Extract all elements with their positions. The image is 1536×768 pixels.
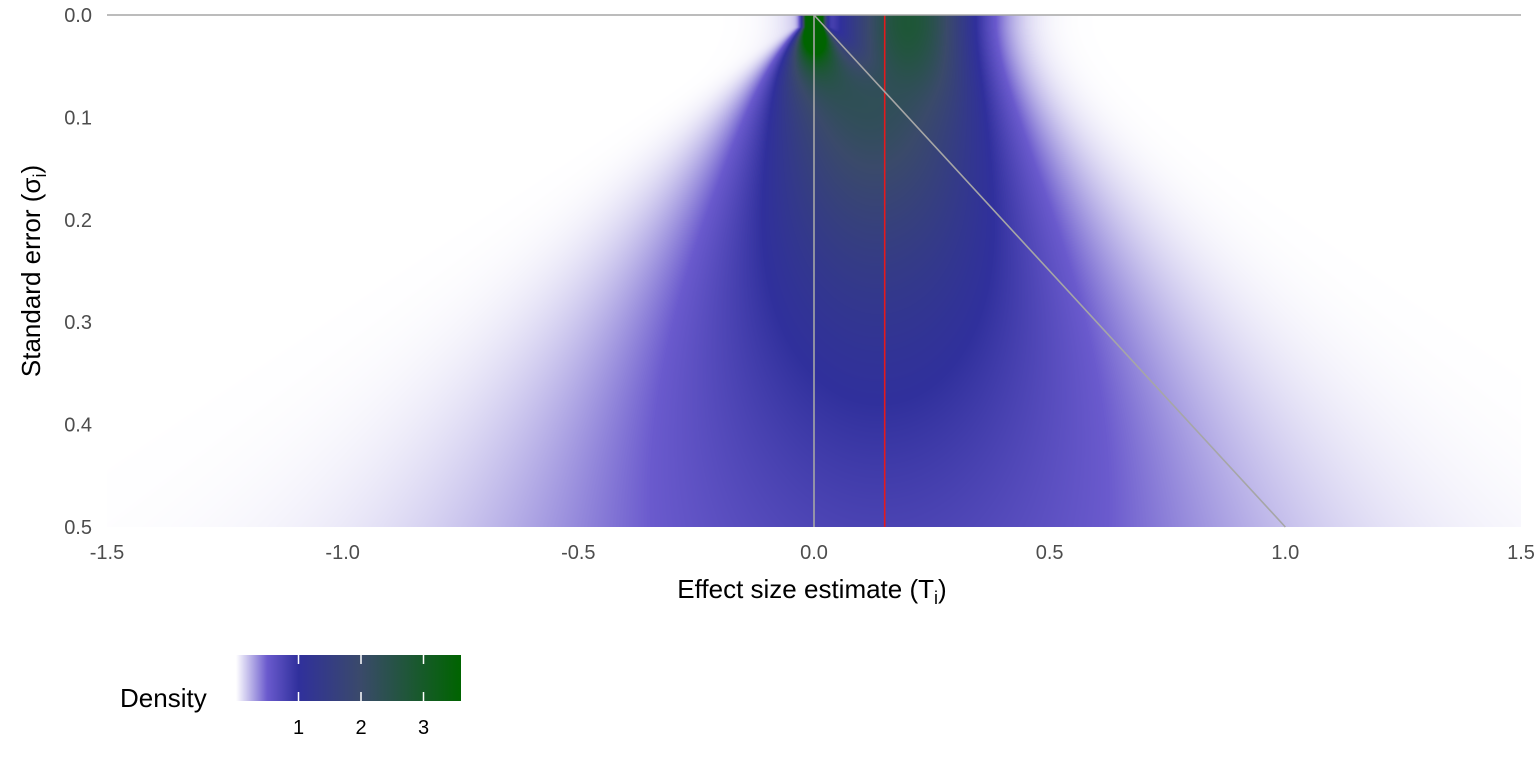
- reference-lines: [107, 14, 1521, 528]
- x-tick-label: -1.0: [325, 542, 359, 564]
- legend-tick-label: 2: [355, 717, 366, 739]
- legend-title: Density: [120, 683, 207, 713]
- legend-tick-label: 3: [418, 717, 429, 739]
- funnel-boundary-line: [813, 14, 1286, 528]
- x-axis-title: Effect size estimate (Ti): [677, 574, 946, 608]
- y-axis-ticks: 0.0 0.1 0.2 0.3 0.4 0.5: [64, 5, 92, 539]
- x-tick-label: 0.0: [800, 542, 828, 564]
- density-legend: Density 1 2 3: [120, 655, 461, 739]
- y-tick-label: 0.4: [64, 415, 92, 437]
- x-tick-label: -0.5: [561, 542, 595, 564]
- y-tick-label: 0.5: [64, 517, 92, 539]
- y-tick-label: 0.3: [64, 312, 92, 334]
- x-tick-label: 0.5: [1036, 542, 1064, 564]
- legend-tick-label: 1: [293, 717, 304, 739]
- x-axis-ticks: -1.5 -1.0 -0.5 0.0 0.5 1.0 1.5: [90, 542, 1535, 564]
- x-tick-label: 1.5: [1507, 542, 1535, 564]
- x-tick-label: -1.5: [90, 542, 124, 564]
- y-tick-label: 0.2: [64, 210, 92, 232]
- legend-colorbar: [236, 655, 461, 701]
- y-axis-title: Standard error (σi): [16, 165, 50, 377]
- y-tick-label: 0.1: [64, 107, 92, 129]
- x-tick-label: 1.0: [1271, 542, 1299, 564]
- legend-ticks: 1 2 3: [293, 655, 429, 739]
- y-tick-label: 0.0: [64, 5, 92, 27]
